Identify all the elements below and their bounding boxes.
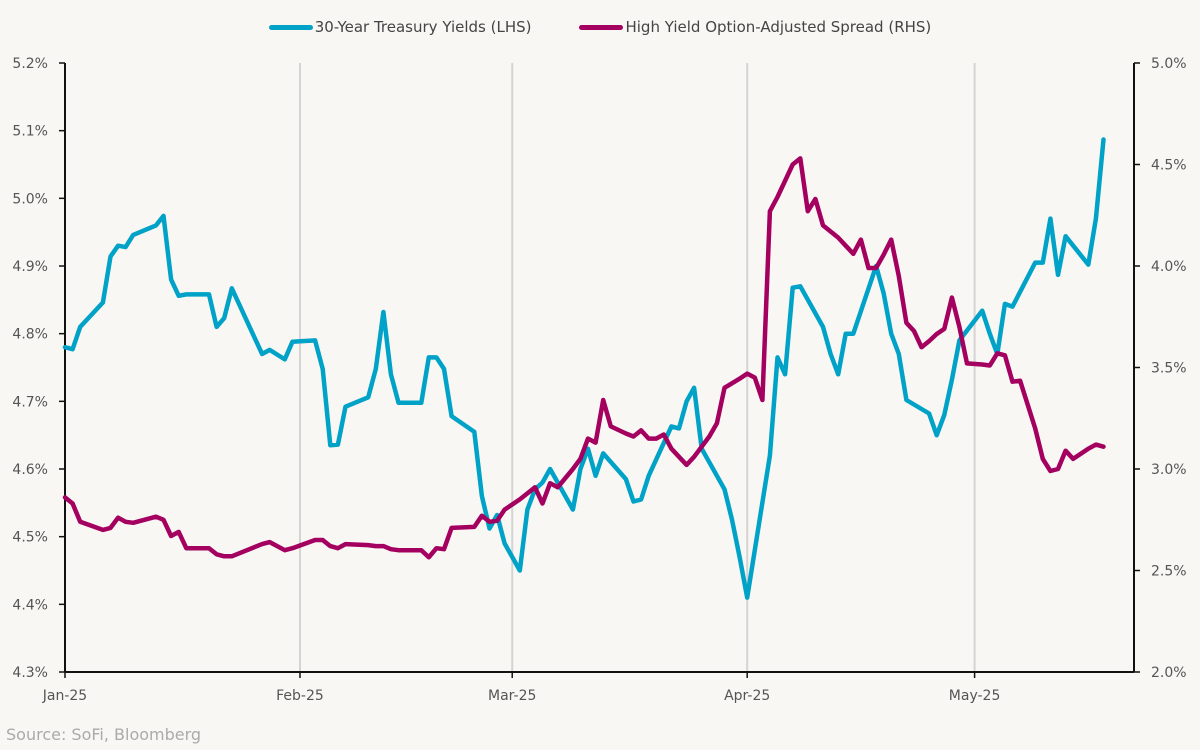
legend-label-hy-spread: High Yield Option-Adjusted Spread (RHS) (625, 18, 932, 36)
y-right-tick-label: 2.0% (1151, 665, 1187, 681)
gridlines (298, 63, 976, 672)
y-left-tick-label: 4.5% (12, 530, 48, 546)
series-line-hy-spread (62, 156, 1106, 560)
y-right-tick-label: 3.0% (1151, 462, 1187, 478)
y-right-tick-label: 2.5% (1151, 564, 1187, 580)
y-left-tick-label: 4.4% (12, 597, 48, 613)
y-right-tick-label: 3.5% (1151, 361, 1187, 377)
x-tick-label: Jan-25 (42, 688, 87, 704)
x-tick-label: Mar-25 (488, 688, 536, 704)
y-left-tick-label: 5.1% (12, 124, 48, 140)
legend: 30-Year Treasury Yields (LHS) High Yield… (0, 18, 1200, 36)
y-left-tick-label: 5.2% (12, 56, 48, 72)
legend-swatch-treasury (268, 24, 313, 30)
y-left-tick-label: 4.9% (12, 259, 48, 275)
y-left-tick-label: 5.0% (12, 191, 48, 207)
y-left-tick-label: 4.6% (12, 462, 48, 478)
y-right-tick-label: 5.0% (1151, 56, 1187, 72)
y-left-tick-label: 4.8% (12, 327, 48, 343)
legend-label-treasury: 30-Year Treasury Yields (LHS) (314, 18, 532, 36)
axes: Jan-25 Feb-25 Mar-25 Apr-25 May-25 4.3% 4.4% 4.… (12, 56, 1186, 704)
y-left-tick-label: 4.7% (12, 394, 48, 410)
y-left-tick-label: 4.3% (12, 665, 48, 681)
x-tick-label: Apr-25 (724, 688, 770, 704)
y-right-tick-label: 4.0% (1151, 259, 1187, 275)
legend-swatch-hy-spread (579, 24, 624, 30)
x-tick-label: Feb-25 (276, 688, 324, 704)
y-right-tick-label: 4.5% (1151, 158, 1187, 174)
x-tick-label: May-25 (949, 688, 1001, 704)
series-line-treasury-yields (62, 137, 1106, 600)
legend-item-treasury[interactable]: 30-Year Treasury Yields (LHS) (268, 18, 532, 36)
source-note: Source: SoFi, Bloomberg (6, 725, 202, 744)
series-lines (62, 137, 1106, 600)
legend-item-hy-spread[interactable]: High Yield Option-Adjusted Spread (RHS) (579, 18, 931, 36)
